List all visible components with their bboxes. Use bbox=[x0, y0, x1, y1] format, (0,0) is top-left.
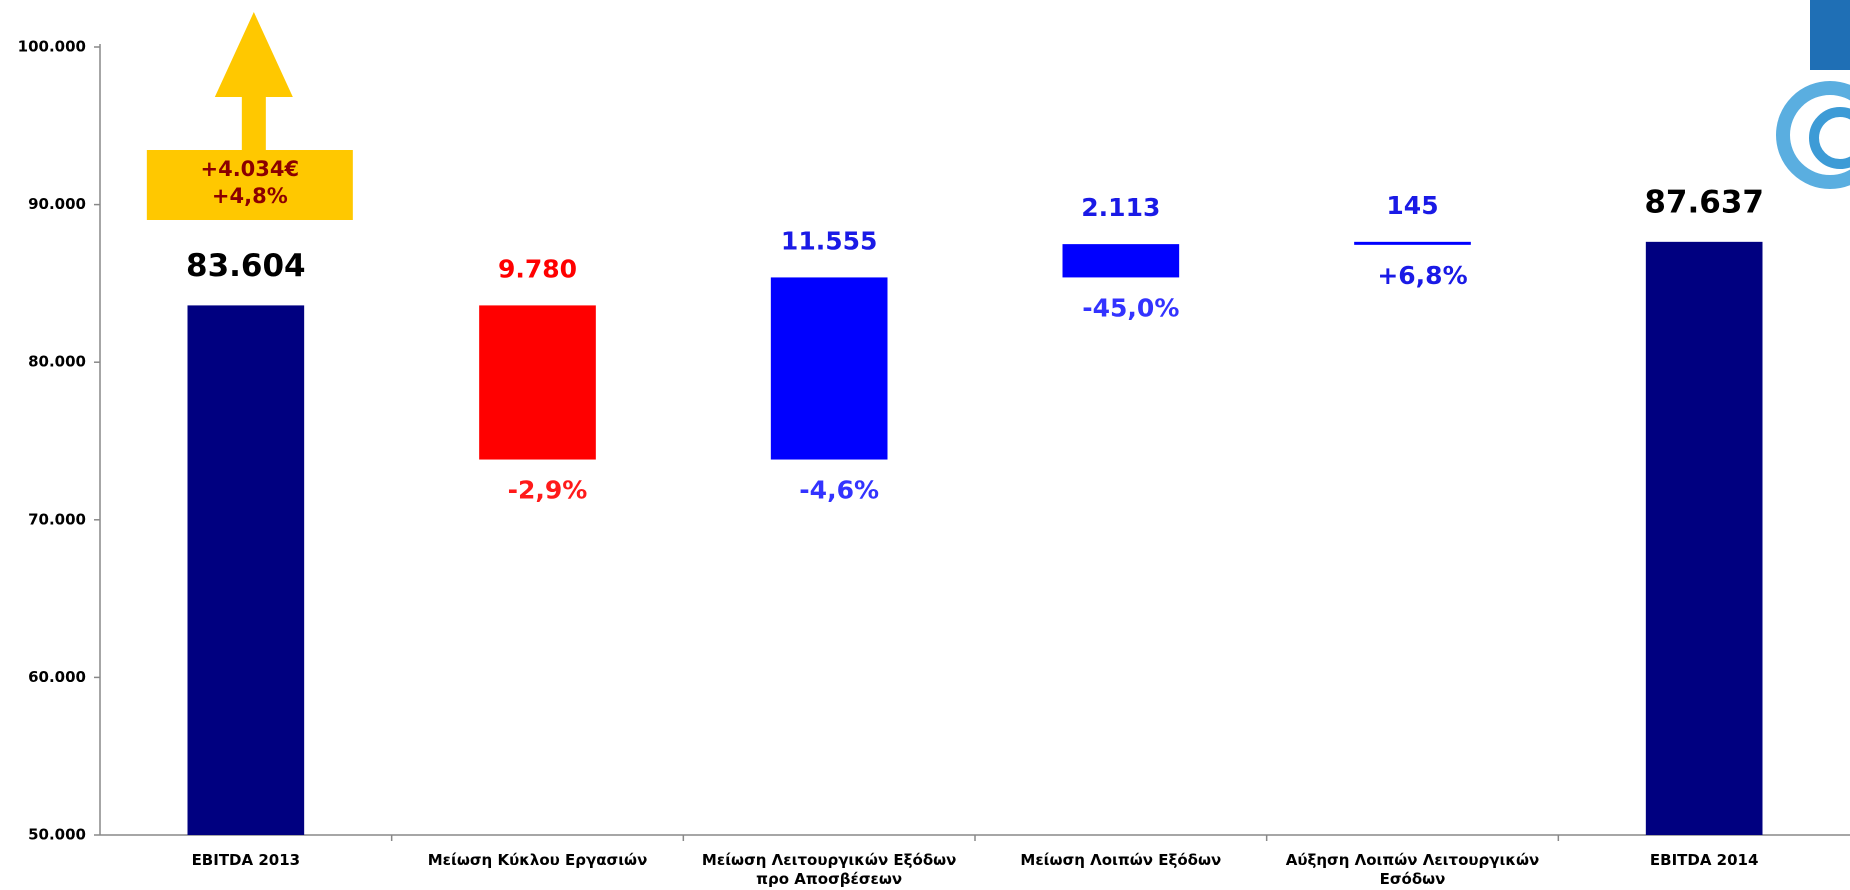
bar bbox=[1062, 244, 1180, 278]
x-tick-line: Μείωση Κύκλου Εργασιών bbox=[428, 851, 648, 869]
logo-ring bbox=[1809, 107, 1850, 169]
callout-arrow bbox=[214, 12, 293, 152]
x-tick-line: Αύξηση Λοιπών Λειτουργικών bbox=[1286, 851, 1539, 869]
value-label: 9.780 bbox=[498, 254, 577, 283]
logo bbox=[1776, 0, 1850, 189]
x-tick-label: Αύξηση Λοιπών Λειτουργικών Εσόδων bbox=[1286, 851, 1539, 888]
x-tick-line: Μείωση Λειτουργικών Εξόδων bbox=[702, 851, 956, 869]
logo-ring bbox=[1776, 81, 1850, 189]
value-label: 11.555 bbox=[781, 226, 877, 255]
logo-block bbox=[1810, 0, 1850, 70]
x-tick-label: Μείωση Λειτουργικών Εξόδων προ Αποσβέσεων bbox=[702, 851, 956, 888]
value-label: 83.604 bbox=[186, 248, 306, 284]
annotation: +4.034€ bbox=[201, 157, 300, 181]
y-tick-label: 70.000 bbox=[28, 510, 86, 528]
x-tick-label: Μείωση Λοιπών Εξόδων bbox=[1020, 851, 1221, 869]
value-label: 2.113 bbox=[1081, 193, 1160, 222]
x-tick-line: EBITDA 2014 bbox=[1650, 851, 1759, 869]
value-label: 145 bbox=[1386, 191, 1438, 220]
annotation: +4,8% bbox=[212, 184, 288, 208]
y-tick-label: 60.000 bbox=[28, 668, 86, 686]
change-label: -4,6% bbox=[799, 476, 879, 505]
y-tick-label: 50.000 bbox=[28, 826, 86, 844]
y-tick-label: 90.000 bbox=[28, 195, 86, 213]
x-tick-line: EBITDA 2013 bbox=[192, 851, 301, 869]
bar bbox=[770, 277, 888, 460]
x-tick-label: EBITDA 2014 bbox=[1650, 851, 1759, 869]
y-tick-label: 80.000 bbox=[28, 353, 86, 371]
change-label: -45,0% bbox=[1082, 293, 1179, 322]
bar bbox=[479, 305, 596, 460]
value-label: 87.637 bbox=[1644, 184, 1764, 220]
y-tick-label: 100.000 bbox=[18, 38, 86, 56]
x-tick-line: Εσόδων bbox=[1380, 870, 1446, 888]
bar bbox=[1354, 241, 1471, 245]
bar bbox=[187, 305, 305, 835]
x-tick-label: Μείωση Κύκλου Εργασιών bbox=[428, 851, 648, 869]
bar bbox=[1645, 241, 1763, 835]
x-tick-label: EBITDA 2013 bbox=[192, 851, 301, 869]
x-tick-line: προ Αποσβέσεων bbox=[756, 870, 902, 888]
change-label: +6,8% bbox=[1377, 261, 1467, 290]
callout-box bbox=[146, 150, 353, 220]
x-tick-line: Μείωση Λοιπών Εξόδων bbox=[1020, 851, 1221, 869]
change-label: -2,9% bbox=[508, 476, 588, 505]
